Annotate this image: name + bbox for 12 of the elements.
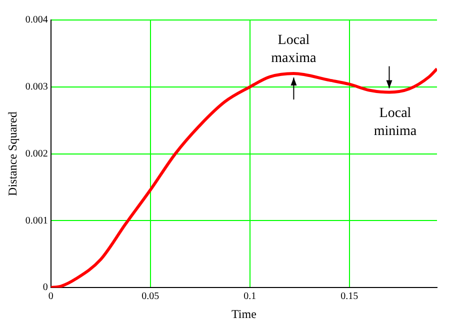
x-tick-label: 0.1 — [244, 291, 256, 302]
y-tick-label: 0 — [42, 282, 48, 294]
annotation: Local minima — [374, 106, 418, 139]
y-tick-label: 0.002 — [25, 148, 48, 160]
y-tick-label: 0.004 — [25, 14, 48, 26]
y-axis-title: Distance Squared — [5, 112, 20, 196]
x-tick-label: 0.15 — [340, 291, 358, 302]
y-tick-label: 0.003 — [25, 82, 48, 93]
y-tick-label: 0.001 — [25, 215, 48, 226]
x-tick-label: 0.05 — [142, 291, 160, 302]
annotation: Local maxima — [271, 33, 318, 66]
x-axis-title: Time — [231, 306, 256, 321]
